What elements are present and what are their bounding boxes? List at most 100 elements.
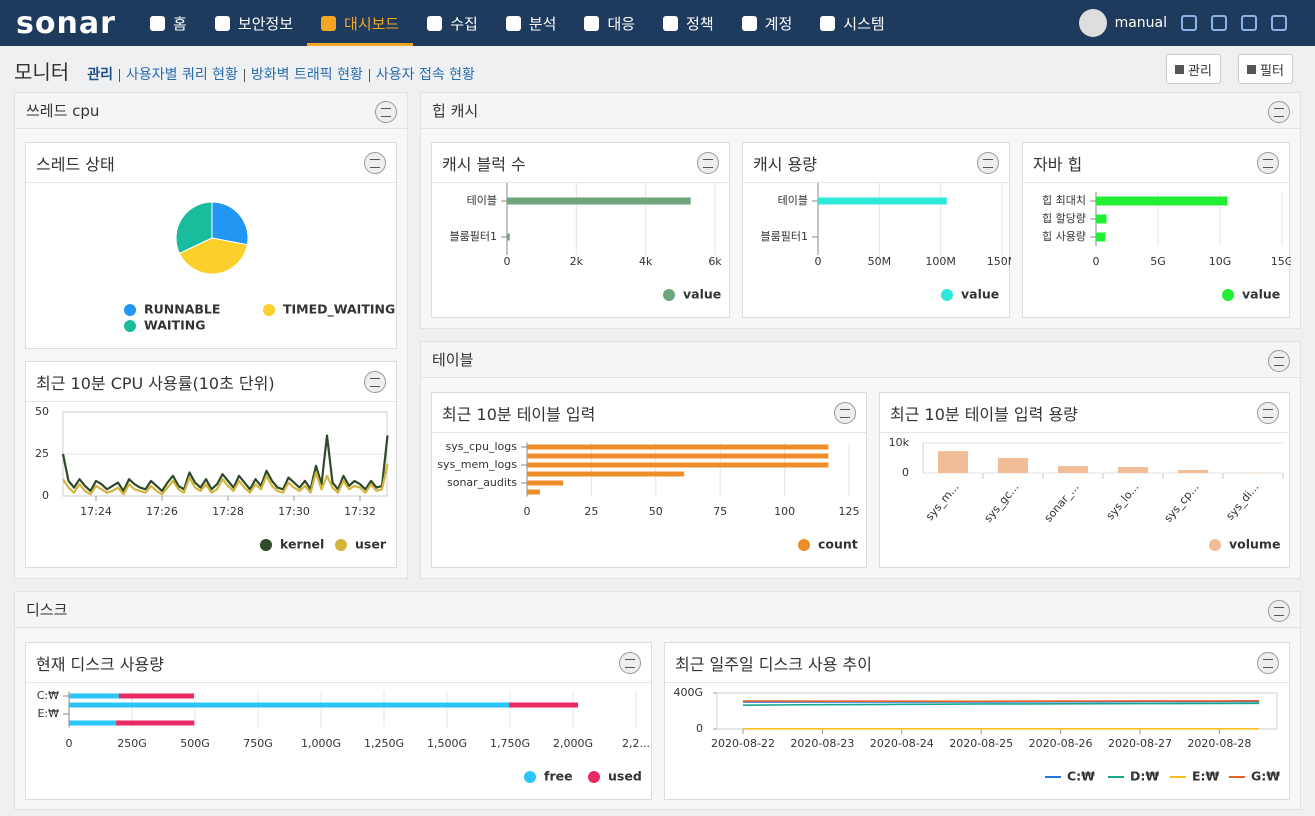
menu-button[interactable]: [977, 152, 999, 174]
legend-label: value: [683, 287, 721, 302]
x-tick-label: 17:24: [80, 505, 112, 518]
card: 자바 힙 0 5G 10G 15G 힙 최대치 힙 할당량 힙 사용량 value: [1022, 142, 1291, 318]
legend-label: free: [544, 769, 573, 784]
y-tick-label: 테이블: [467, 194, 497, 207]
menu-button[interactable]: [834, 402, 856, 424]
user-name[interactable]: manual: [1114, 15, 1167, 31]
chart: 0 25 50 17:24 17:26 17:28 17:30 17:32 kernel user: [35, 405, 389, 552]
x-tick-label: 50M: [868, 255, 892, 268]
card: 현재 디스크 사용량 0 250G 500G 750G 1,000G 1,250G 1,500…: [25, 642, 652, 800]
x-tick-label: 0: [504, 255, 511, 268]
menu-button[interactable]: [364, 152, 386, 174]
y-tick-label: 25: [35, 447, 49, 460]
logo[interactable]: sonar: [16, 5, 116, 41]
nav-item[interactable]: 홈: [136, 0, 201, 46]
nav-item[interactable]: 분석: [492, 0, 571, 46]
link[interactable]: 방화벽 트래픽 현황: [243, 68, 369, 82]
x-tick-label: 100M: [925, 255, 956, 268]
card: 최근 10분 테이블 입력 용량 0 10k sys_m... sys_gc... son…: [879, 392, 1290, 568]
x-tick-label: 2,000G: [553, 737, 593, 750]
nav-item[interactable]: 계정: [728, 0, 807, 46]
nav-item[interactable]: 정책: [649, 0, 728, 46]
bar: [1058, 466, 1088, 473]
button[interactable]: 필터: [1238, 54, 1293, 84]
icon[interactable]: [1211, 15, 1227, 31]
legend-marker: [260, 539, 272, 551]
card-title: 스레드 상태: [36, 154, 115, 174]
y-tick-label: 0: [902, 466, 909, 479]
y-tick-label: 50: [35, 405, 49, 418]
menu-button[interactable]: [1257, 402, 1279, 424]
legend-label: value: [1242, 287, 1280, 302]
menu-button[interactable]: [1268, 350, 1290, 372]
nav-item[interactable]: 대응: [570, 0, 649, 46]
legend-label: value: [961, 287, 999, 302]
x-tick-label: 100: [774, 505, 795, 518]
nav-label: 시스템: [843, 14, 885, 33]
legend-label: RUNNABLE: [144, 302, 220, 317]
bar: [527, 462, 829, 468]
x-tick-label: 0: [524, 505, 531, 518]
y-tick-label: sys_cpu_logs: [446, 440, 518, 453]
card-title: 캐시 블럭 수: [442, 154, 526, 174]
chart: 0 25 50 75 100 125 sys_cpu_logs sys_mem_logsson…: [437, 440, 859, 552]
nav-item[interactable]: 수집: [413, 0, 492, 46]
legend-marker: [335, 539, 347, 551]
x-tick-label: 17:26: [146, 505, 178, 518]
menu-button[interactable]: [375, 101, 397, 123]
legend-marker: [798, 539, 810, 551]
x-tick-label: 0: [66, 737, 73, 750]
nav-label: 분석: [528, 14, 557, 33]
x-tick-label: 2020-08-27: [1108, 737, 1172, 750]
menu-button[interactable]: [1257, 152, 1279, 174]
pie-slice: [211, 201, 249, 246]
x-tick-label: 25: [584, 505, 598, 518]
legend-label: WAITING: [144, 318, 205, 333]
nav-item[interactable]: 시스템: [806, 0, 898, 46]
nav-item[interactable]: 대시보드: [307, 0, 414, 46]
nav-label: 정책: [686, 14, 714, 33]
group-title: 쓰레드 cpu: [26, 102, 100, 120]
x-tick-label: 750G: [243, 737, 273, 750]
y-tick-label: 테이블: [778, 194, 808, 207]
x-tick-label: 1,750G: [490, 737, 530, 750]
card-title: 자바 힙: [1033, 154, 1083, 174]
card: 캐시 블럭 수 0 2k 4k 6k 테이블 블룸필터1 value: [431, 142, 730, 318]
icon[interactable]: [1271, 15, 1287, 31]
y-tick-label: 블룸필터1: [761, 230, 808, 243]
pie-slice: [178, 237, 248, 275]
card: 최근 10분 CPU 사용률(10초 단위) 0 25 50 17:24 17:26 17:…: [25, 361, 397, 568]
card: 최근 10분 테이블 입력 0 25 50 75 100 125 sys_cpu_logs sy…: [431, 392, 867, 568]
group-title: 테이블: [432, 351, 474, 369]
card-title: 최근 10분 테이블 입력 용량: [890, 404, 1078, 424]
x-tick-label: 2,2...: [622, 737, 650, 750]
icon[interactable]: [1181, 15, 1197, 31]
menu-button[interactable]: [619, 652, 641, 674]
nav-item[interactable]: 보안정보: [201, 0, 307, 46]
link[interactable]: 관리: [87, 67, 113, 83]
menu-button[interactable]: [364, 371, 386, 393]
icon[interactable]: [1241, 15, 1257, 31]
menu-button[interactable]: [1268, 600, 1290, 622]
button[interactable]: 관리: [1166, 54, 1221, 84]
nav-label: 수집: [450, 14, 478, 33]
nav-label: 대시보드: [344, 14, 400, 33]
menu-button[interactable]: [697, 152, 719, 174]
card-title: 최근 일주일 디스크 사용 추이: [675, 654, 872, 674]
menu-button[interactable]: [1257, 652, 1279, 674]
legend-label: D:₩: [1130, 769, 1159, 784]
link[interactable]: 사용자 접속 현황: [368, 68, 481, 82]
x-tick-label: 17:30: [278, 505, 310, 518]
menu-button[interactable]: [1268, 101, 1290, 123]
avatar[interactable]: [1078, 9, 1107, 37]
x-tick-label: 2k: [570, 255, 584, 268]
y-tick-label: sonar_audits: [447, 476, 517, 489]
y-tick-label: sys_mem_logs: [437, 458, 517, 471]
x-tick-label: 2020-08-25: [949, 737, 1013, 750]
x-tick-label: 50: [649, 505, 663, 518]
y-tick-label: 블룸필터1: [450, 230, 497, 243]
bar-segment: [508, 702, 579, 708]
link[interactable]: 사용자별 쿼리 현황: [118, 68, 244, 82]
